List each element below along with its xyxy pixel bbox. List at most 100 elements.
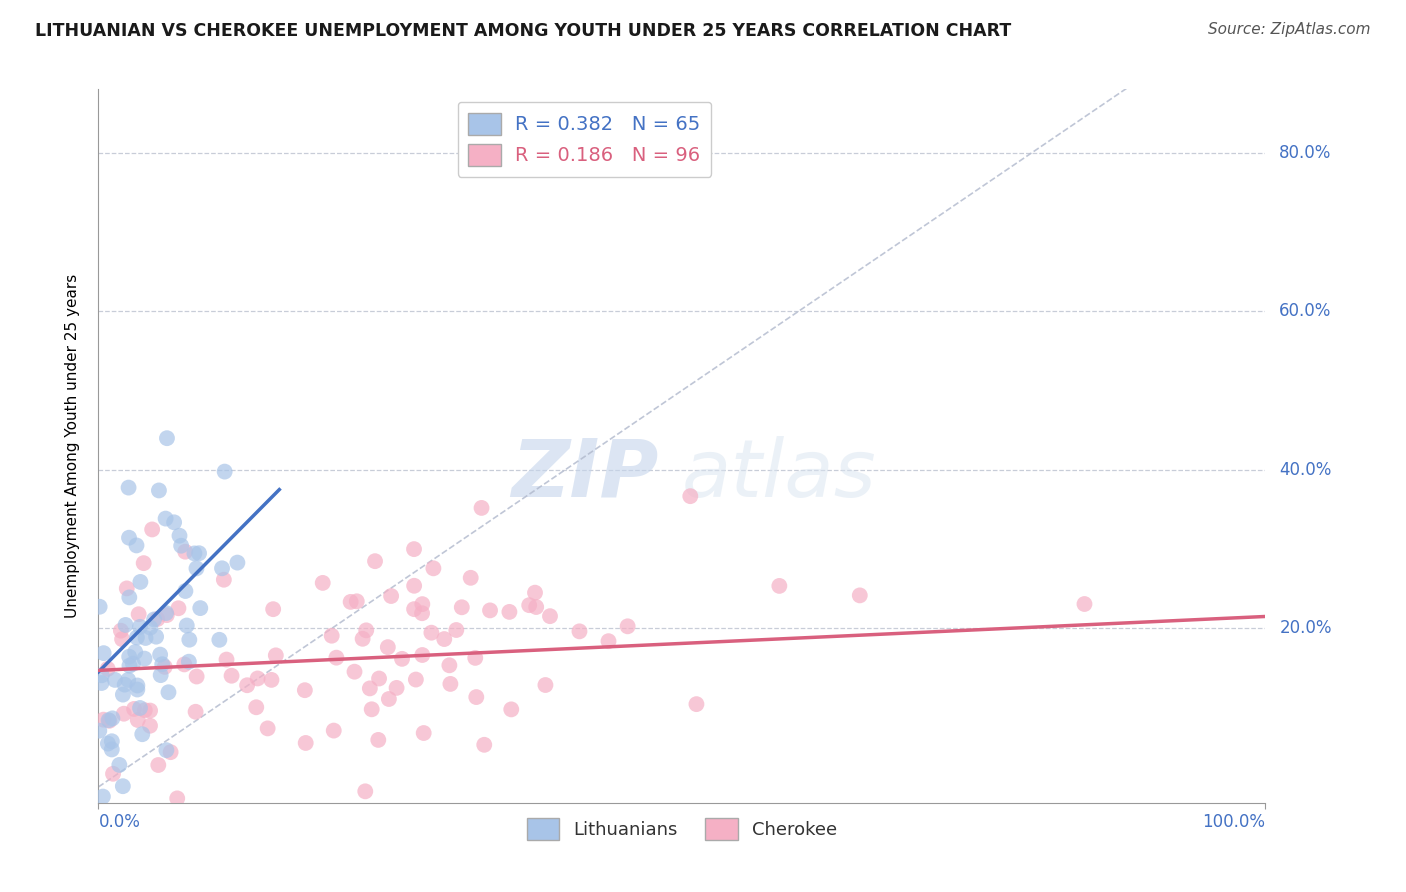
- Point: [100, 742, 122, 756]
- Point: [312, 575, 335, 590]
- Point: [236, 678, 259, 692]
- Point: [157, 685, 180, 699]
- Point: [183, 546, 205, 560]
- Point: [97, 662, 120, 676]
- Point: [534, 678, 557, 692]
- Point: [1073, 597, 1095, 611]
- Point: [139, 621, 162, 635]
- Point: [411, 606, 433, 620]
- Point: [129, 620, 152, 634]
- Point: [169, 529, 191, 543]
- Point: [110, 624, 132, 638]
- Point: [127, 682, 149, 697]
- Point: [450, 600, 472, 615]
- Point: [115, 582, 138, 596]
- Point: [411, 597, 433, 611]
- Point: [524, 600, 547, 615]
- Point: [368, 672, 391, 686]
- Point: [148, 483, 170, 498]
- Point: [359, 681, 381, 696]
- Point: [186, 669, 208, 683]
- Point: [352, 632, 374, 646]
- Point: [112, 706, 135, 721]
- Point: [420, 625, 443, 640]
- Point: [479, 603, 502, 617]
- Point: [179, 632, 201, 647]
- Point: [117, 673, 139, 687]
- Point: [155, 511, 177, 525]
- Point: [91, 789, 114, 804]
- Text: 60.0%: 60.0%: [1279, 302, 1331, 320]
- Point: [134, 651, 156, 665]
- Point: [163, 516, 186, 530]
- Point: [212, 573, 235, 587]
- Point: [134, 703, 156, 717]
- Point: [129, 701, 152, 715]
- Point: [111, 779, 134, 793]
- Point: [90, 676, 112, 690]
- Point: [538, 609, 561, 624]
- Point: [118, 531, 141, 545]
- Point: [404, 579, 426, 593]
- Point: [439, 658, 461, 673]
- Point: [156, 431, 179, 445]
- Point: [411, 648, 433, 662]
- Point: [118, 658, 141, 673]
- Point: [598, 634, 620, 648]
- Point: [446, 623, 468, 637]
- Point: [464, 651, 486, 665]
- Point: [127, 678, 149, 692]
- Point: [174, 584, 197, 599]
- Point: [104, 673, 127, 687]
- Point: [465, 690, 488, 704]
- Point: [472, 738, 495, 752]
- Point: [105, 820, 128, 834]
- Point: [412, 726, 434, 740]
- Point: [402, 542, 425, 557]
- Text: 80.0%: 80.0%: [1279, 144, 1331, 161]
- Point: [159, 745, 181, 759]
- Point: [115, 819, 138, 833]
- Point: [149, 668, 172, 682]
- Point: [380, 589, 402, 603]
- Point: [170, 539, 193, 553]
- Point: [422, 561, 444, 575]
- Point: [117, 481, 139, 495]
- Point: [339, 595, 361, 609]
- Point: [97, 713, 120, 727]
- Point: [405, 673, 427, 687]
- Point: [214, 465, 236, 479]
- Point: [343, 665, 366, 679]
- Point: [125, 631, 148, 645]
- Point: [122, 657, 145, 671]
- Point: [322, 723, 344, 738]
- Text: LITHUANIAN VS CHEROKEE UNEMPLOYMENT AMONG YOUTH UNDER 25 YEARS CORRELATION CHART: LITHUANIAN VS CHEROKEE UNEMPLOYMENT AMON…: [35, 22, 1011, 40]
- Point: [685, 697, 707, 711]
- Point: [146, 612, 169, 626]
- Point: [127, 713, 149, 727]
- Point: [149, 648, 172, 662]
- Point: [211, 561, 233, 575]
- Point: [148, 758, 170, 772]
- Point: [294, 736, 316, 750]
- Point: [156, 608, 179, 623]
- Point: [139, 719, 162, 733]
- Point: [568, 624, 591, 639]
- Text: 20.0%: 20.0%: [1279, 619, 1331, 638]
- Point: [128, 607, 150, 622]
- Point: [125, 538, 148, 552]
- Point: [226, 556, 249, 570]
- Point: [101, 711, 124, 725]
- Point: [433, 632, 456, 646]
- Point: [114, 618, 136, 632]
- Point: [849, 588, 872, 602]
- Point: [124, 645, 146, 659]
- Point: [129, 574, 152, 589]
- Point: [364, 554, 387, 568]
- Point: [188, 546, 211, 560]
- Point: [221, 669, 243, 683]
- Text: atlas: atlas: [682, 435, 877, 514]
- Point: [524, 585, 547, 599]
- Point: [118, 649, 141, 664]
- Text: ZIP: ZIP: [512, 435, 658, 514]
